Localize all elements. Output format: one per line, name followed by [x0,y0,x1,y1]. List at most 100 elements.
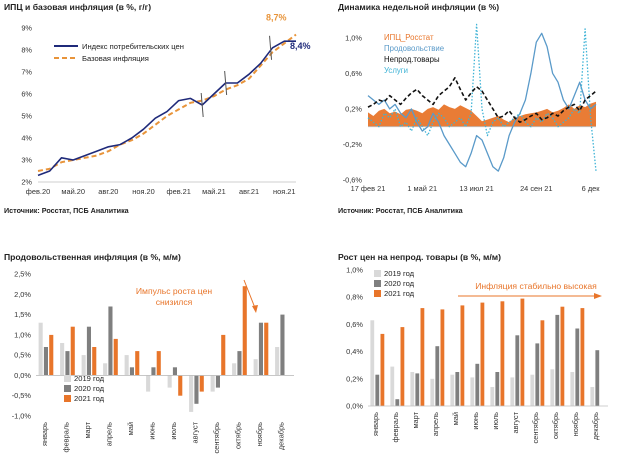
bar-2019-year [189,375,194,412]
annotation-line-1: Импульс роста цен [136,286,212,296]
bar-2021-year [242,286,247,376]
bar-2019-year [167,375,172,388]
category-label: июнь [147,422,156,440]
weekly-chart-source: Источник: Росстат, ПСБ Аналитика [338,206,463,215]
event-marker [269,35,273,60]
category-label: ноябрь [571,412,580,437]
legend-label: 2021 год [384,289,415,298]
bar-2020-year [215,375,220,388]
core-end-label: 8,7% [266,13,287,23]
bar-2020-year [415,373,420,406]
weekly-panel: Динамика недельной инфляции (в %) -0,6% -… [338,2,618,220]
nonfood-series-line [367,77,597,123]
bar-2021-year [178,375,183,396]
services-series-line [367,23,597,172]
cpi-chart: 2% 3% 4% 5% 6% 7% 8% 9% фев.20 май.20 авг.20 ноя.20… [21,13,310,196]
bar-2021-year [199,375,204,392]
cpi-chart-title: ИПЦ и базовая инфляция (в %, г/г) [4,2,152,12]
y-tick-label: 2% [21,178,32,187]
bar-2021-year [580,308,585,406]
bar-2019-year [410,372,415,406]
x-tick-label: 17 фев 21 [351,184,386,193]
bar-2019-year [430,378,435,406]
y-tick-label: 3% [21,156,32,165]
annotation-arrow-head [252,305,258,313]
legend-label: 2019 год [384,269,415,278]
legend-swatch [374,290,381,297]
bar-2019-year [390,366,395,406]
y-tick-label: 0,0% [346,402,363,411]
legend-label: 2021 год [74,394,105,403]
y-tick-label: -0,2% [343,140,363,149]
bar-2020-year [535,343,540,406]
category-label: май [451,412,460,425]
bar-2019-year [275,347,280,376]
y-tick-label: 0,8% [346,293,363,302]
category-label: октябрь [233,422,242,449]
legend-swatch [374,270,381,277]
bar-2019-year [146,375,151,392]
x-tick-label: авг.21 [239,187,259,196]
x-tick-label: фев.20 [26,187,50,196]
bar-2020-year [172,367,177,376]
category-label: май [126,422,135,435]
bar-2021-year [113,338,118,376]
bar-2020-year [395,399,400,406]
bar-2019-year [530,374,535,406]
category-label: июль [491,412,500,430]
category-label: январь [40,422,49,446]
bar-2019-year [38,322,43,376]
legend-label-cpi: Индекс потребительских цен [82,42,184,51]
bar-2019-year [370,320,375,406]
category-label: август [511,411,520,433]
category-label: апрель [104,422,113,446]
y-tick-label: 0,5% [14,351,31,360]
category-label: январь [371,412,380,436]
y-tick-label: 0,6% [345,69,362,78]
bar-2021-year [70,326,75,376]
annotation-line-2: снизился [156,297,193,307]
bar-2020-year [555,314,560,406]
y-tick-label: 4% [21,134,32,143]
legend-swatch [374,280,381,287]
x-tick-label: ноя.20 [132,187,154,196]
bar-2021-year [540,320,545,406]
annotation-text: Инфляция стабильно высокая [475,281,597,291]
y-tick-label: 2,5% [14,270,31,279]
y-tick-label: 0,0% [14,371,31,380]
category-label: февраль [61,422,70,453]
weekly-chart: -0,6% -0,2% 0,2% 0,6% 1,0% 17 фев 21 1 май 21 1… [343,23,600,193]
bar-2021-year [92,347,97,376]
y-tick-label: -1,0% [12,412,32,421]
bar-2019-year [570,372,575,406]
bar-2021-year [480,302,485,406]
annotation-arrow-head [594,293,602,299]
bar-2019-year [253,359,258,376]
bar-2020-year [194,375,199,404]
category-label: сентябрь [531,412,540,444]
food-chart-title: Продовольственная инфляция (в %, м/м) [4,252,181,262]
bar-2019-year [210,375,215,392]
cpi-chart-source: Источник: Росстат, ПСБ Аналитика [4,206,129,215]
bar-2020-year [575,328,580,406]
bar-2019-year [550,369,555,406]
cpi-series-line [37,40,296,177]
x-tick-label: авг.20 [98,187,118,196]
bar-2019-year [450,374,455,406]
y-tick-label: 2,0% [14,290,31,299]
bar-2020-year [86,326,91,376]
bar-2021-year [460,305,465,406]
bar-2021-year [380,333,385,406]
y-tick-label: 1,0% [14,330,31,339]
event-marker [224,70,228,96]
bar-2020-year [435,346,440,406]
y-tick-label: 0,6% [346,320,363,329]
category-label: март [411,411,420,428]
category-label: апрель [431,412,440,436]
category-label: декабрь [276,422,285,450]
legend-label: 2019 год [74,374,105,383]
legend-swatch [64,375,71,382]
food-series-line [367,32,597,172]
category-label: декабрь [591,412,600,440]
category-label: август [190,421,199,443]
